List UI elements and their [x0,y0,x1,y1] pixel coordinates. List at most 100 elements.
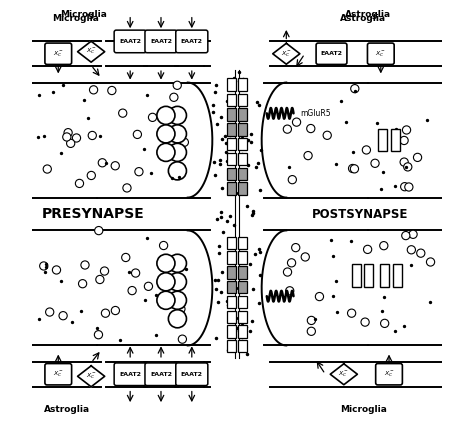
Circle shape [157,291,175,309]
Circle shape [315,292,324,301]
Text: EAAT2: EAAT2 [119,39,141,44]
Circle shape [173,81,182,89]
Text: Astroglia: Astroglia [44,404,90,414]
Bar [238,138,247,150]
FancyBboxPatch shape [367,43,394,65]
Circle shape [145,282,153,291]
Text: $X_C^-$: $X_C^-$ [86,372,97,381]
FancyBboxPatch shape [145,363,177,386]
Circle shape [178,335,186,343]
Bar [227,182,236,195]
Circle shape [46,308,54,316]
Bar [352,265,361,287]
Polygon shape [78,366,105,387]
Circle shape [283,125,292,133]
Circle shape [168,273,186,291]
Bar [238,78,247,91]
Circle shape [381,319,389,327]
Bar [238,168,247,180]
Circle shape [364,245,372,253]
Circle shape [90,86,98,94]
Circle shape [402,126,410,134]
Circle shape [157,143,175,161]
Circle shape [43,165,51,173]
Circle shape [52,266,61,274]
Bar [227,340,236,353]
Bar [227,94,236,106]
Circle shape [301,253,310,261]
Text: $X_C^-$: $X_C^-$ [383,369,394,379]
Circle shape [148,113,156,122]
FancyBboxPatch shape [145,30,177,53]
Circle shape [407,246,415,254]
Circle shape [157,254,175,272]
Bar [238,153,247,165]
Bar [227,237,236,249]
Circle shape [400,137,408,145]
Bar [238,311,247,323]
Circle shape [40,262,48,270]
Circle shape [371,159,379,167]
Circle shape [168,143,186,161]
Circle shape [133,130,141,139]
Bar [238,123,247,136]
Text: EAAT2: EAAT2 [119,372,141,377]
Bar [238,281,247,293]
Bar [364,265,373,287]
Bar [238,94,247,106]
Circle shape [79,279,87,288]
Circle shape [380,241,388,250]
Bar [238,325,247,338]
Circle shape [88,131,96,140]
Circle shape [307,316,316,324]
Circle shape [288,175,296,184]
Circle shape [59,312,67,320]
Polygon shape [330,364,357,385]
Bar [227,108,236,121]
Bar [393,265,402,287]
Circle shape [168,162,186,180]
Circle shape [413,153,422,161]
Circle shape [170,93,178,101]
Text: POSTSYNAPSE: POSTSYNAPSE [312,208,409,220]
Circle shape [66,139,75,148]
Circle shape [95,226,103,235]
Circle shape [401,232,410,240]
Bar [227,311,236,323]
Circle shape [75,179,83,187]
Circle shape [400,158,408,166]
Text: PRESYNAPSE: PRESYNAPSE [42,207,145,221]
Bar [238,182,247,195]
Bar [238,108,247,121]
FancyBboxPatch shape [176,363,208,386]
Circle shape [96,275,104,284]
Circle shape [168,291,186,309]
Bar [227,296,236,308]
Circle shape [128,286,136,295]
Polygon shape [78,41,105,62]
Circle shape [122,253,130,262]
Bar [227,123,236,136]
FancyBboxPatch shape [114,30,146,53]
Bar [238,340,247,353]
Bar [227,138,236,150]
Text: Astroglia: Astroglia [340,14,386,24]
Circle shape [287,259,296,267]
Circle shape [94,330,102,339]
Text: EAAT2: EAAT2 [181,39,203,44]
Circle shape [417,249,425,257]
Circle shape [177,305,185,313]
Circle shape [100,267,109,275]
Circle shape [81,261,89,269]
Circle shape [157,273,175,291]
Bar [378,129,387,152]
Circle shape [351,85,359,93]
Bar [238,251,247,264]
Circle shape [409,230,417,238]
Circle shape [304,152,312,160]
Circle shape [161,281,169,289]
Text: $X_C^-$: $X_C^-$ [375,49,386,59]
Circle shape [401,183,409,191]
Circle shape [347,309,356,317]
Circle shape [168,106,186,125]
